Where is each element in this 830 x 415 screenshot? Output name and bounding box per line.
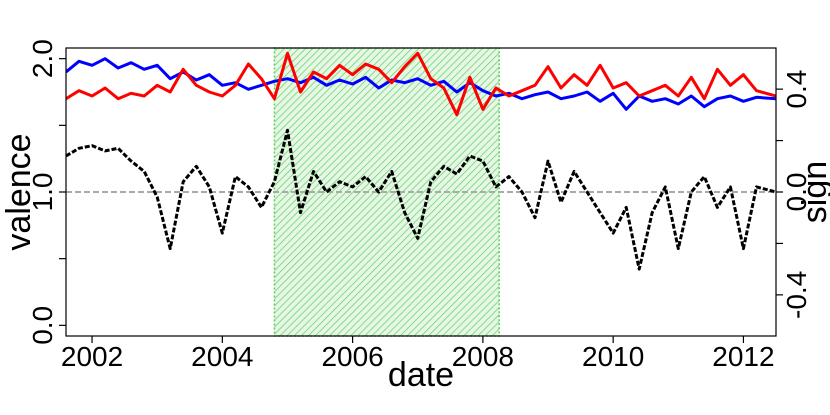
x-tick-label: 2008 (452, 341, 514, 372)
y-axis-right-title: sign (796, 161, 830, 223)
y-axis-left-title: valence (0, 133, 38, 250)
x-axis: 2002 2004 2006 2008 2010 2012 (61, 336, 775, 372)
y-right-tick-label: 0.4 (781, 70, 812, 109)
y-left-tick-label: 2.0 (27, 39, 58, 78)
y-right-tick-label: -0.4 (781, 271, 812, 319)
x-tick-label: 2004 (191, 341, 253, 372)
x-tick-label: 2002 (61, 341, 123, 372)
y-right-tick-label: 0.0 (781, 173, 812, 212)
x-tick-label: 2006 (321, 341, 383, 372)
x-tick-label: 2010 (582, 341, 644, 372)
series-lines (66, 51, 776, 271)
x-tick-label: 2012 (712, 341, 774, 372)
x-axis-title: date (388, 356, 454, 394)
series-line-2 (66, 51, 776, 117)
y-left-tick-label: 0.0 (27, 306, 58, 345)
y-axis-left: 0.0 1.0 2.0 (27, 39, 66, 345)
y-axis-right: -0.4 0.0 0.4 (776, 70, 812, 319)
y-left-tick-label: 1.0 (27, 173, 58, 212)
series-line-3 (66, 128, 776, 271)
